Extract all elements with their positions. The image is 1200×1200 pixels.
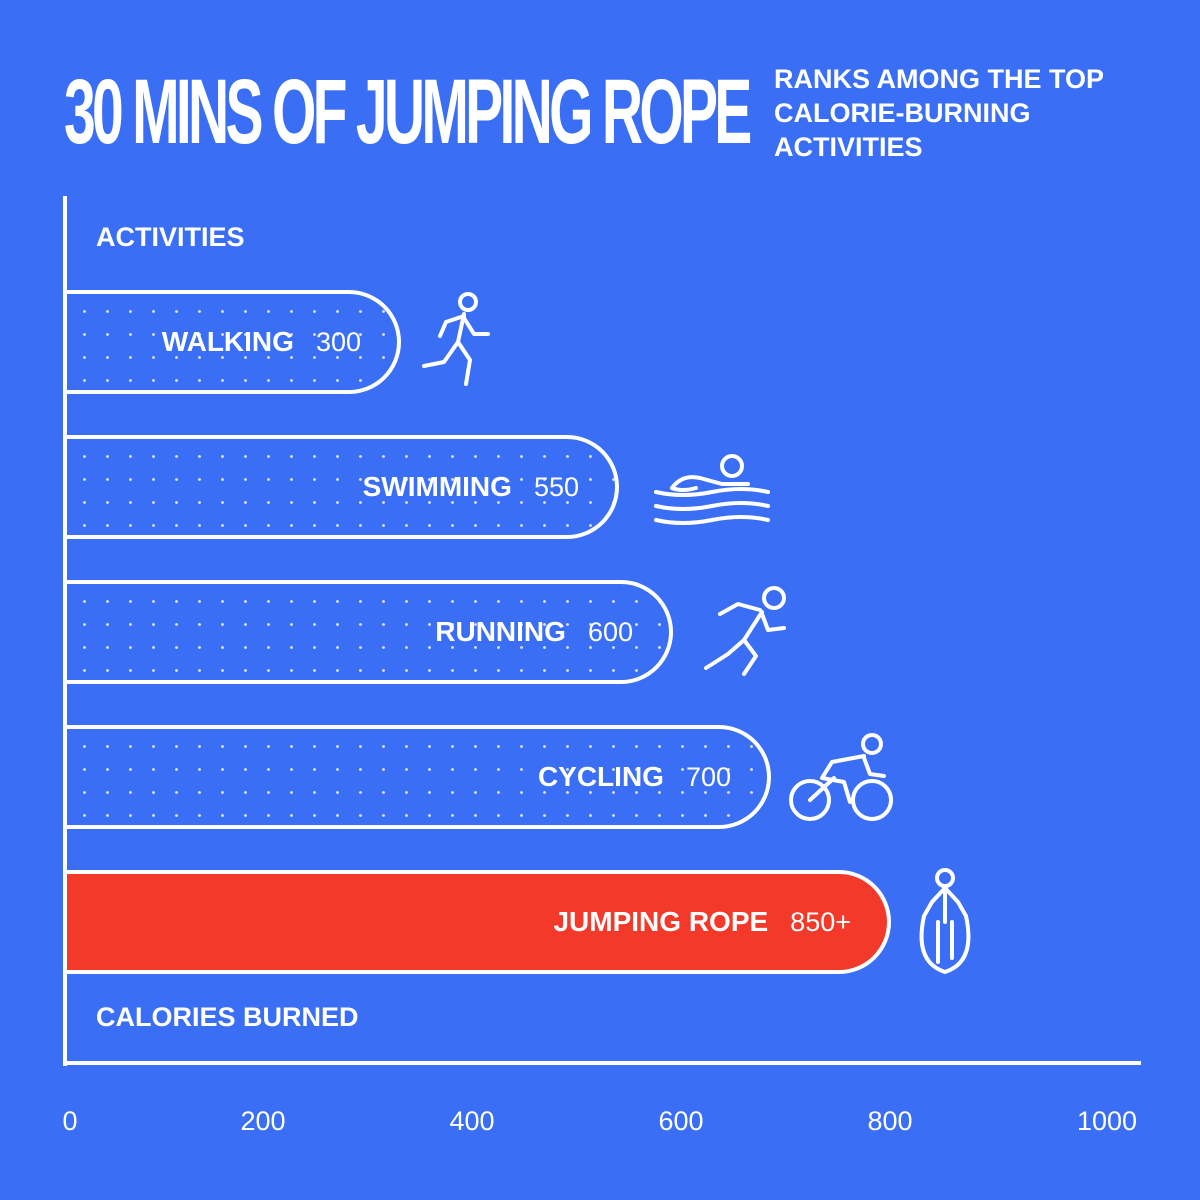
bar-label: SWIMMING [362, 471, 512, 502]
bar-label: RUNNING [435, 616, 566, 647]
x-axis-label: CALORIES BURNED [96, 1002, 359, 1032]
chart-title: 30 MINS OF JUMPING ROPE [64, 61, 752, 163]
bar-value: 600 [587, 616, 633, 647]
bar-label: CYCLING [537, 761, 664, 792]
cycling-icon [789, 733, 893, 821]
x-tick-600: 600 [658, 1106, 704, 1136]
bar-label: JUMPING ROPE [553, 906, 769, 937]
x-tick-0: 0 [62, 1106, 78, 1136]
bar-jumping-rope: JUMPING ROPE 850+ [67, 870, 891, 974]
bar-value: 700 [685, 761, 731, 792]
bar-cycling: CYCLING 700 [67, 725, 771, 829]
bar-value: 850+ [790, 906, 851, 937]
bar-value: 550 [533, 471, 579, 502]
bar-value: 300 [315, 326, 361, 357]
bar-label: WALKING [161, 326, 294, 357]
x-axis-line [63, 1061, 1141, 1065]
swimming-icon [654, 454, 770, 525]
running-icon [704, 586, 786, 676]
y-axis-line [63, 196, 67, 1066]
y-axis-label: ACTIVITIES [96, 222, 245, 252]
bar-swimming: SWIMMING 550 [67, 435, 619, 539]
x-tick-200: 200 [240, 1106, 286, 1136]
x-tick-1000: 1000 [1076, 1106, 1138, 1136]
x-tick-800: 800 [867, 1106, 913, 1136]
bar-walking: WALKING 300 [67, 290, 401, 394]
walking-icon [422, 292, 490, 386]
x-tick-400: 400 [449, 1106, 495, 1136]
chart-subtitle: RANKS AMONG THE TOP CALORIE-BURNING ACTI… [774, 64, 1104, 162]
jump-rope-icon [919, 868, 971, 974]
bar-running: RUNNING 600 [67, 580, 673, 684]
